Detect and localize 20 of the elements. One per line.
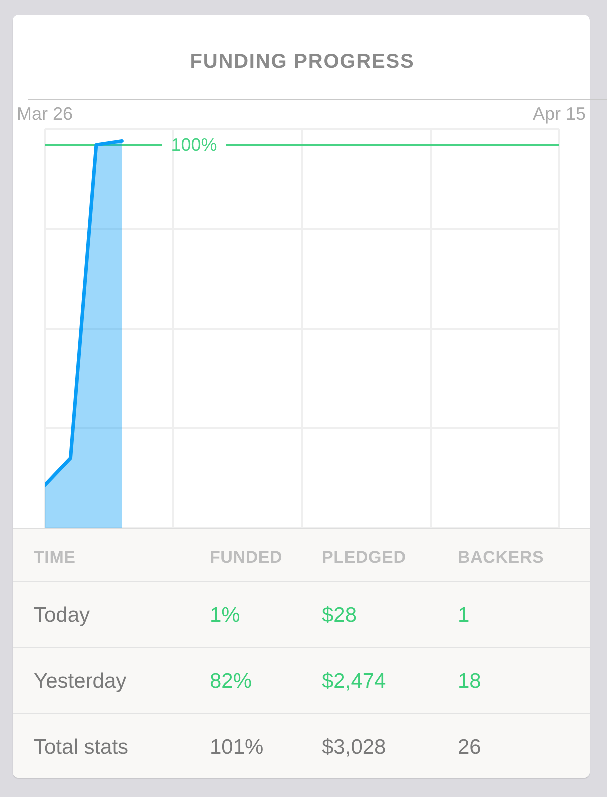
x-tick-label: Mar 26	[16, 104, 74, 124]
annotation: 100%	[171, 135, 218, 156]
category-label: FUNDED	[210, 548, 283, 568]
text: 1	[458, 604, 470, 627]
text: 82%	[210, 670, 252, 693]
chart-title: FUNDING PROGRESS	[28, 15, 607, 100]
x-tick-label: Apr 15	[532, 104, 586, 124]
category-label: Total stats	[34, 736, 129, 759]
text: 18	[458, 670, 482, 693]
category-label: PLEDGED	[322, 548, 406, 568]
category-label: Today	[34, 604, 90, 627]
text: $3,028	[322, 736, 386, 759]
text: $2,474	[322, 670, 386, 693]
text: 101%	[210, 736, 264, 759]
text: 26	[458, 736, 482, 759]
category-label: BACKERS	[458, 548, 544, 568]
text: $28	[322, 604, 358, 627]
text: TIME	[34, 548, 76, 568]
text: 1%	[210, 604, 240, 627]
category-label: Yesterday	[34, 670, 127, 693]
